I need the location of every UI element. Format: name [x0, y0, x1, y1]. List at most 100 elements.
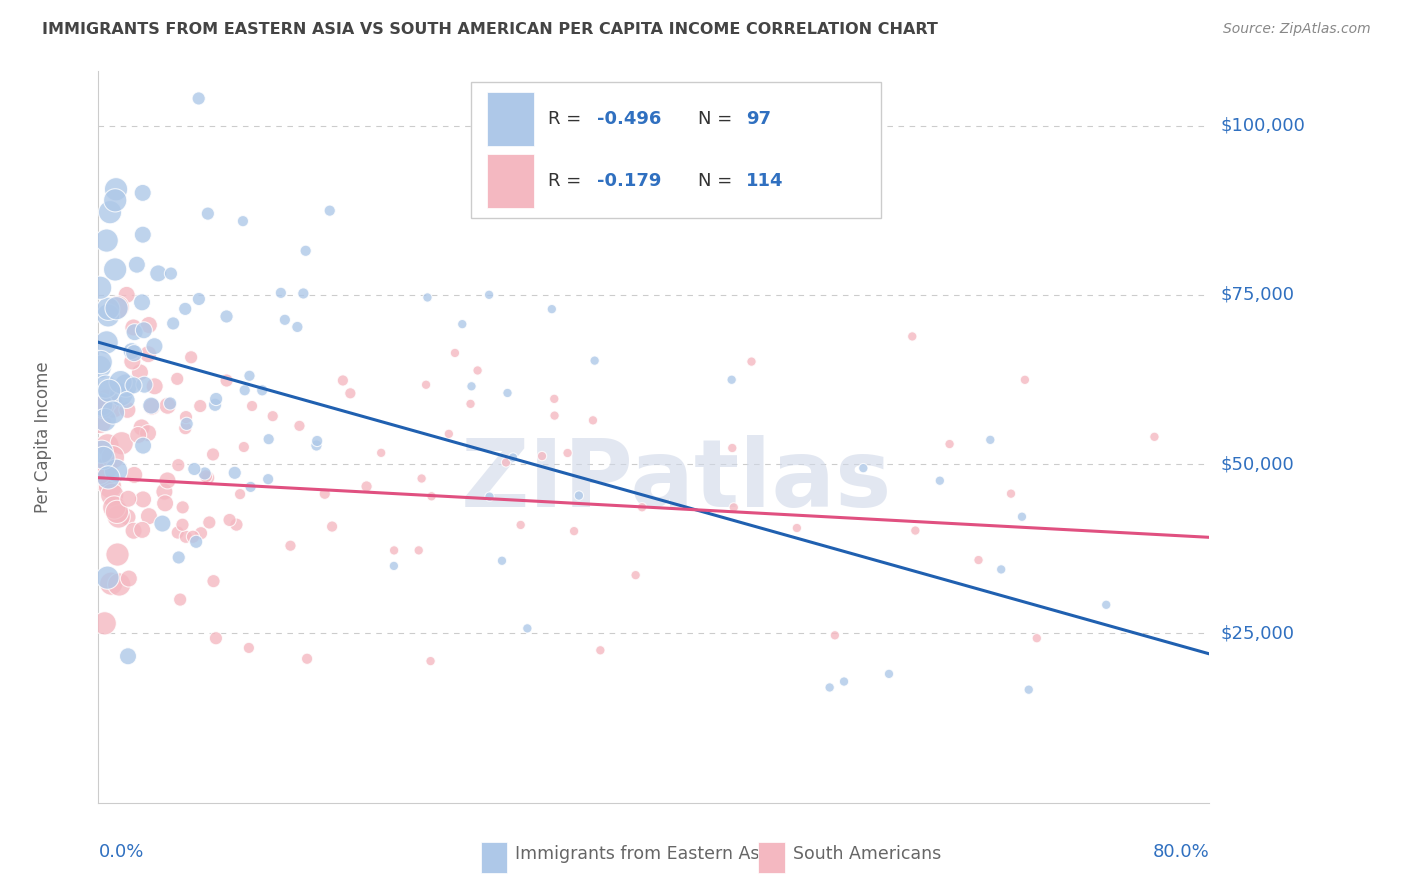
Point: [420, 489, 443, 503]
Point: [132, 323, 155, 337]
Point: [197, 206, 219, 220]
Point: [138, 318, 160, 332]
Point: [198, 516, 221, 530]
Point: [169, 592, 191, 607]
Point: [96, 571, 118, 585]
Point: [101, 405, 124, 419]
Point: [257, 472, 280, 486]
Point: [444, 346, 467, 360]
Point: [1011, 509, 1033, 524]
Point: [107, 548, 129, 562]
Text: $100,000: $100,000: [1220, 117, 1305, 135]
Text: R =: R =: [548, 172, 588, 190]
Point: [125, 258, 148, 272]
Point: [107, 300, 129, 314]
FancyBboxPatch shape: [488, 92, 534, 146]
Point: [121, 344, 143, 359]
Point: [89, 360, 111, 375]
Point: [136, 426, 159, 441]
Point: [183, 462, 205, 476]
Point: [280, 539, 302, 553]
Point: [197, 471, 219, 485]
FancyBboxPatch shape: [488, 154, 534, 208]
Point: [631, 500, 654, 515]
Point: [166, 525, 188, 540]
Point: [562, 524, 585, 538]
Point: [720, 373, 742, 387]
Point: [166, 372, 188, 386]
Point: [1000, 486, 1022, 500]
Point: [115, 378, 138, 392]
Point: [382, 558, 405, 573]
Point: [122, 378, 145, 392]
Point: [194, 467, 217, 481]
Point: [187, 292, 209, 306]
Point: [437, 426, 460, 441]
Point: [240, 399, 263, 413]
Point: [382, 543, 405, 558]
Point: [101, 450, 124, 465]
Text: ZIPatlas: ZIPatlas: [460, 435, 891, 527]
Text: 80.0%: 80.0%: [1153, 843, 1209, 861]
Point: [97, 301, 120, 316]
Point: [202, 574, 225, 589]
Point: [115, 392, 138, 407]
Point: [89, 415, 111, 429]
Text: South Americans: South Americans: [793, 845, 941, 863]
Point: [105, 182, 128, 196]
Point: [105, 301, 128, 316]
Point: [339, 386, 361, 401]
Point: [108, 577, 131, 591]
Point: [96, 438, 118, 452]
Point: [90, 444, 112, 458]
Point: [121, 354, 143, 368]
Point: [131, 295, 153, 310]
Text: $50,000: $50,000: [1220, 455, 1294, 473]
Point: [174, 301, 197, 316]
Point: [257, 432, 280, 446]
Point: [180, 351, 202, 365]
Point: [321, 519, 343, 533]
Point: [287, 320, 309, 334]
Point: [174, 410, 197, 425]
Point: [103, 500, 125, 515]
Text: IMMIGRANTS FROM EASTERN ASIA VS SOUTH AMERICAN PER CAPITA INCOME CORRELATION CHA: IMMIGRANTS FROM EASTERN ASIA VS SOUTH AM…: [42, 22, 938, 37]
Point: [225, 517, 247, 532]
Text: -0.179: -0.179: [598, 172, 661, 190]
Point: [129, 365, 152, 379]
Point: [824, 628, 846, 642]
Text: Per Capita Income: Per Capita Income: [34, 361, 52, 513]
Point: [583, 353, 606, 368]
Point: [491, 554, 513, 568]
Point: [190, 526, 212, 541]
Point: [979, 433, 1001, 447]
Point: [232, 214, 254, 228]
Point: [990, 562, 1012, 576]
Point: [295, 652, 318, 666]
Point: [319, 203, 342, 218]
Point: [370, 446, 392, 460]
Point: [90, 398, 112, 412]
Point: [131, 186, 153, 200]
Point: [451, 317, 474, 331]
Point: [141, 400, 163, 414]
Point: [516, 621, 538, 635]
FancyBboxPatch shape: [758, 842, 785, 873]
Point: [274, 313, 297, 327]
Point: [143, 339, 166, 353]
Point: [557, 446, 579, 460]
Point: [156, 474, 179, 488]
Point: [156, 399, 179, 413]
Point: [218, 513, 240, 527]
Point: [93, 450, 115, 465]
Point: [292, 286, 315, 301]
Point: [250, 384, 273, 398]
Point: [172, 500, 194, 515]
Point: [229, 487, 252, 501]
FancyBboxPatch shape: [481, 842, 508, 873]
Point: [167, 458, 190, 472]
Point: [502, 450, 524, 465]
Point: [176, 417, 198, 431]
Point: [98, 205, 121, 219]
Point: [98, 480, 121, 494]
